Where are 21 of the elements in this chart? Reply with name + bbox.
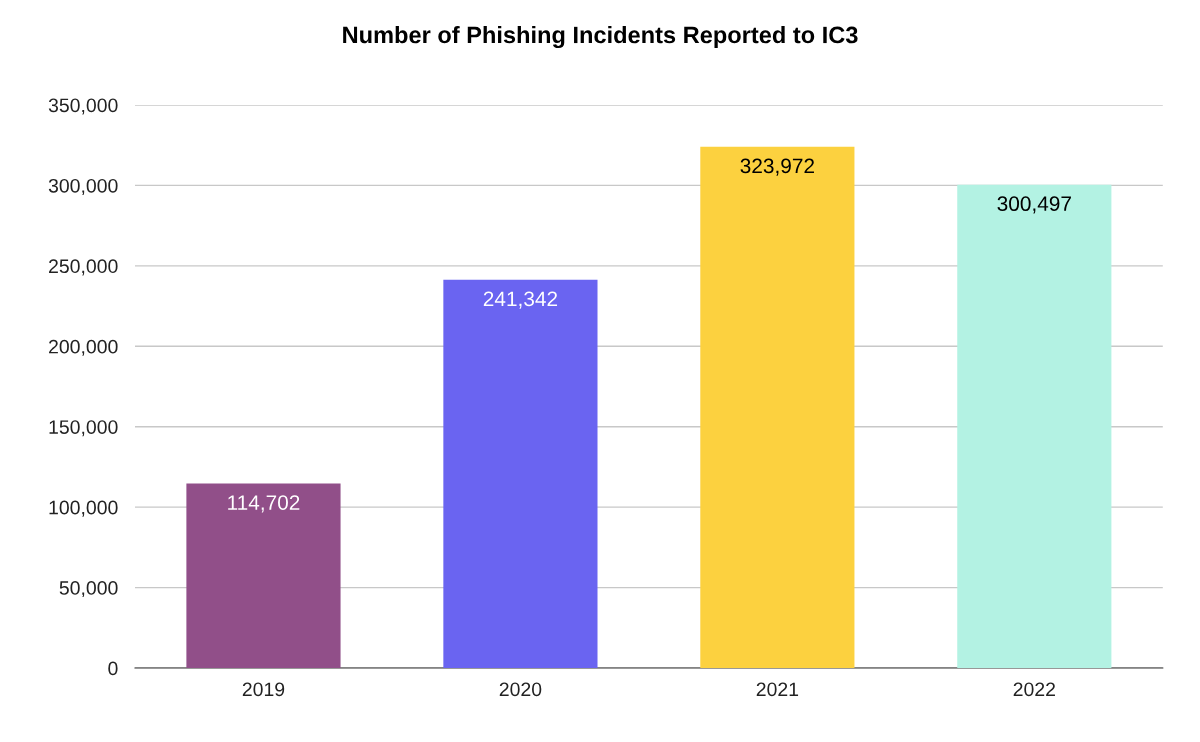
- data-label: 300,497: [997, 196, 1071, 214]
- chart-title: Number of Phishing Incidents Reported to IC3: [343, 25, 858, 49]
- y-tick-label: 350,000: [48, 98, 118, 115]
- x-tick-label: 2019: [242, 682, 285, 697]
- bar: [957, 184, 1112, 669]
- y-tick-label: 100,000: [49, 500, 118, 517]
- bar: [700, 146, 855, 669]
- x-tick-label: 2022: [1013, 682, 1055, 697]
- y-tick-label: 200,000: [49, 339, 118, 356]
- y-tick-label: 150,000: [49, 420, 118, 437]
- bar: [186, 483, 341, 669]
- x-tick-label: 2020: [499, 682, 542, 697]
- bar: [443, 279, 598, 669]
- y-tick-label: 0: [108, 661, 118, 676]
- data-label: 114,702: [228, 495, 300, 513]
- y-tick-label: 50,000: [59, 581, 118, 598]
- x-tick-label: 2021: [756, 682, 799, 697]
- data-label: 323,972: [740, 158, 814, 176]
- data-label: 241,342: [483, 291, 558, 309]
- y-tick-label: 300,000: [48, 178, 118, 195]
- y-tick-label: 250,000: [49, 259, 118, 276]
